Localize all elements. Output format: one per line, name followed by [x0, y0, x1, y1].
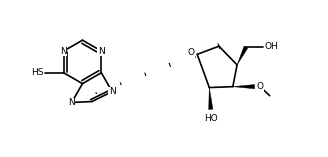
Text: O: O: [187, 48, 194, 57]
Text: N: N: [68, 98, 75, 107]
Text: N: N: [60, 46, 67, 56]
Text: N: N: [109, 87, 115, 96]
Text: N: N: [98, 46, 105, 56]
Polygon shape: [209, 88, 213, 109]
Polygon shape: [237, 46, 248, 65]
Polygon shape: [233, 84, 255, 89]
Text: O: O: [256, 82, 263, 91]
Text: HS: HS: [31, 68, 44, 77]
Text: OH: OH: [264, 42, 278, 51]
Text: HO: HO: [204, 114, 218, 123]
